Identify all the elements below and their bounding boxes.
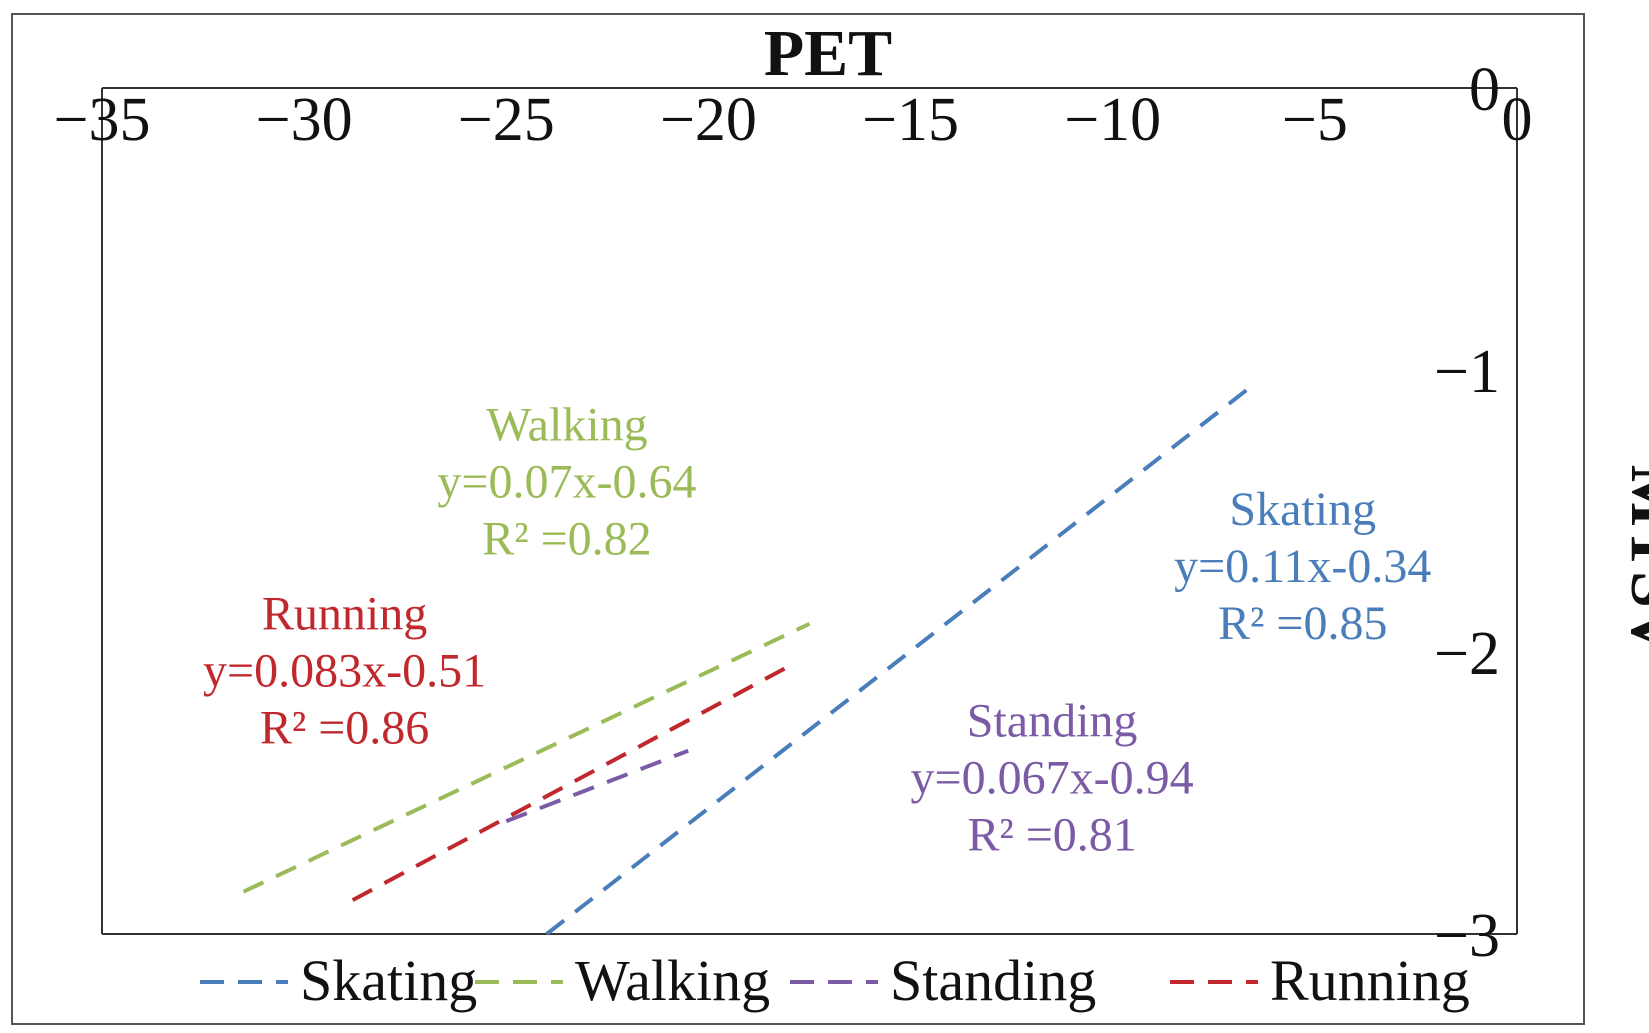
annotation-skating-line2: y=0.11x-0.34	[1174, 540, 1431, 593]
x-tick-label: −10	[1064, 86, 1161, 154]
y-tick-labels: 0 −1 −2 −3	[1434, 56, 1500, 970]
x-tick-label: 0	[1502, 86, 1533, 154]
series-lines	[242, 382, 1256, 936]
series-line-skating	[545, 382, 1256, 936]
annotation-walking-line3: R² =0.82	[482, 513, 651, 566]
annotation-standing-line2: y=0.067x-0.94	[911, 752, 1194, 805]
annotation-running-line1: Running	[262, 587, 427, 640]
x-tick-label: −20	[660, 86, 757, 154]
y-tick-label: 0	[1469, 56, 1500, 124]
legend-label-walking: Walking	[575, 948, 770, 1013]
annotation-skating-line3: R² =0.85	[1218, 597, 1387, 650]
y-axis-title: MTSV	[1617, 465, 1649, 656]
annotation-walking-line1: Walking	[486, 399, 647, 452]
series-line-standing	[505, 748, 689, 824]
x-tick-label: −5	[1282, 86, 1348, 154]
legend: Skating Walking Standing Running	[200, 948, 1470, 1013]
legend-label-skating: Skating	[300, 948, 477, 1013]
annotation-running-line2: y=0.083x-0.51	[203, 644, 486, 697]
x-tick-label: −25	[458, 86, 555, 154]
annotation-skating-line1: Skating	[1229, 483, 1376, 536]
annotation-standing-line3: R² =0.81	[967, 809, 1136, 862]
figure-border	[11, 13, 1585, 1025]
series-line-walking	[242, 621, 811, 894]
x-tick-label: −15	[862, 86, 959, 154]
series-line-running	[351, 664, 791, 902]
x-tick-label: −30	[256, 86, 353, 154]
annotation-running-line3: R² =0.86	[260, 701, 429, 754]
y-tick-label: −2	[1434, 620, 1500, 688]
y-tick-label: −3	[1434, 902, 1500, 970]
plot-area	[101, 87, 1518, 935]
x-tick-label: −35	[54, 86, 151, 154]
annotation-walking-line2: y=0.07x-0.64	[437, 456, 696, 509]
annotation-standing-line1: Standing	[967, 695, 1138, 748]
y-tick-label: −1	[1434, 338, 1500, 406]
x-axis-title: PET	[764, 17, 892, 90]
legend-label-standing: Standing	[890, 948, 1096, 1013]
x-tick-labels: −35 −30 −25 −20 −15 −10 −5 0	[54, 86, 1533, 154]
legend-label-running: Running	[1270, 948, 1470, 1013]
